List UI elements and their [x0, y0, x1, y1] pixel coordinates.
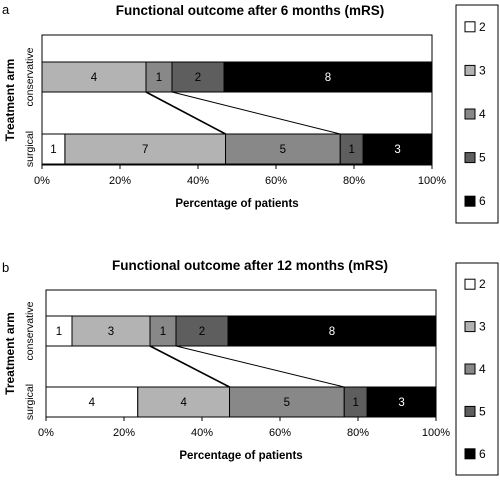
x-tick-label: 20% — [113, 427, 135, 439]
legend-swatch-mrs-6 — [464, 448, 476, 460]
bar-segment-conservative-mrs-5 — [171, 61, 225, 93]
category-label-surgical: surgical — [24, 384, 36, 420]
legend-label-mrs-3: 3 — [479, 63, 486, 77]
bar-segment-surgical-mrs-4 — [229, 386, 345, 418]
legend-swatch-mrs-5 — [464, 152, 476, 164]
bar-segment-surgical-mrs-4 — [225, 133, 341, 165]
data-label-surgical-mrs-2: 4 — [89, 397, 96, 409]
data-label-surgical-mrs-6: 3 — [394, 144, 400, 156]
data-label-surgical-mrs-5: 1 — [349, 144, 355, 156]
legend-swatch-mrs-5 — [464, 405, 476, 417]
chart-title: Functional outcome after 6 months (mRS) — [116, 3, 385, 18]
x-tick-label: 80% — [343, 175, 365, 187]
legend-label-mrs-5: 5 — [479, 404, 486, 418]
y-axis-label: Treatment arm — [3, 312, 17, 395]
connector-line — [149, 345, 230, 388]
data-label-conservative-mrs-4: 1 — [156, 72, 162, 84]
data-label-surgical-mrs-5: 1 — [353, 397, 359, 409]
legend-label-mrs-6: 6 — [479, 447, 486, 461]
data-label-conservative-mrs-2: 1 — [56, 326, 62, 338]
legend-swatch-mrs-4 — [464, 363, 476, 375]
bar-segment-surgical-mrs-6 — [366, 386, 437, 418]
x-tick-label: 40% — [191, 427, 213, 439]
x-tick-label: 60% — [265, 175, 287, 187]
x-tick-label: 20% — [109, 175, 131, 187]
x-tick-label: 0% — [38, 427, 54, 439]
data-label-conservative-mrs-5: 2 — [199, 326, 205, 338]
x-tick-label: 100% — [422, 427, 450, 439]
data-label-conservative-mrs-3: 3 — [108, 326, 114, 338]
bar-segment-conservative-mrs-6 — [223, 61, 433, 93]
x-tick-label: 60% — [269, 427, 291, 439]
legend-label-mrs-2: 2 — [479, 20, 486, 34]
legend-swatch-mrs-6 — [464, 195, 476, 207]
bar-segment-surgical-mrs-3 — [137, 386, 231, 418]
category-label-surgical: surgical — [24, 131, 36, 167]
connector-line — [175, 345, 345, 388]
y-axis-label: Treatment arm — [3, 59, 17, 142]
bar-segment-conservative-mrs-6 — [227, 315, 437, 347]
x-tick-label: 80% — [347, 427, 369, 439]
legend-swatch-mrs-3 — [464, 321, 476, 333]
legend-label-mrs-3: 3 — [479, 320, 486, 334]
bar-segment-conservative-mrs-5 — [175, 315, 229, 347]
data-label-conservative-mrs-6: 8 — [325, 72, 331, 84]
legend-swatch-mrs-3 — [464, 64, 476, 76]
bar-segment-conservative-mrs-3 — [41, 61, 147, 93]
data-label-surgical-mrs-6: 3 — [398, 397, 404, 409]
legend-label-mrs-4: 4 — [479, 107, 486, 121]
x-tick-label: 0% — [34, 175, 50, 187]
bar-segment-conservative-mrs-4 — [145, 61, 173, 93]
data-label-conservative-mrs-5: 2 — [195, 72, 201, 84]
data-label-surgical-mrs-3: 4 — [180, 397, 187, 409]
legend-box — [455, 262, 499, 476]
data-label-surgical-mrs-4: 5 — [280, 144, 286, 156]
legend-swatch-mrs-2 — [464, 278, 476, 290]
data-label-surgical-mrs-2: 1 — [50, 144, 56, 156]
plot-area — [41, 34, 433, 166]
chart-title: Functional outcome after 12 months (mRS) — [112, 258, 388, 273]
x-axis-label: Percentage of patients — [179, 450, 302, 462]
bar-segment-surgical-mrs-2 — [45, 386, 139, 418]
bar-segment-conservative-mrs-2 — [45, 315, 73, 347]
legend-label-mrs-5: 5 — [479, 151, 486, 165]
data-label-conservative-mrs-6: 8 — [329, 326, 335, 338]
data-label-conservative-mrs-3: 4 — [91, 72, 98, 84]
data-label-surgical-mrs-4: 5 — [284, 397, 290, 409]
x-tick-label: 100% — [418, 175, 446, 187]
category-label-conservative: conservative — [24, 301, 36, 360]
category-label-conservative: conservative — [24, 47, 36, 106]
data-label-conservative-mrs-4: 1 — [160, 326, 166, 338]
bar-segment-conservative-mrs-3 — [71, 315, 151, 347]
chart-panel-b: b Functional outcome after 12 months (mRS… — [2, 258, 499, 476]
legend-swatch-mrs-4 — [464, 108, 476, 120]
legend-label-mrs-4: 4 — [479, 362, 486, 376]
legend-box — [455, 4, 499, 224]
connector-line — [171, 91, 341, 135]
data-label-surgical-mrs-3: 7 — [142, 144, 148, 156]
x-axis-label: Percentage of patients — [175, 198, 298, 210]
panel-label: a — [2, 2, 10, 17]
legend-label-mrs-2: 2 — [479, 277, 486, 291]
panel-label: b — [2, 260, 9, 275]
legend-label-mrs-6: 6 — [479, 194, 486, 208]
chart-panel-a: a Functional outcome after 6 months (mRS)… — [2, 2, 499, 224]
x-tick-label: 40% — [187, 175, 209, 187]
bar-segment-surgical-mrs-3 — [64, 133, 227, 165]
legend-swatch-mrs-2 — [464, 21, 476, 33]
connector-line — [145, 91, 226, 135]
bar-segment-surgical-mrs-6 — [362, 133, 433, 165]
